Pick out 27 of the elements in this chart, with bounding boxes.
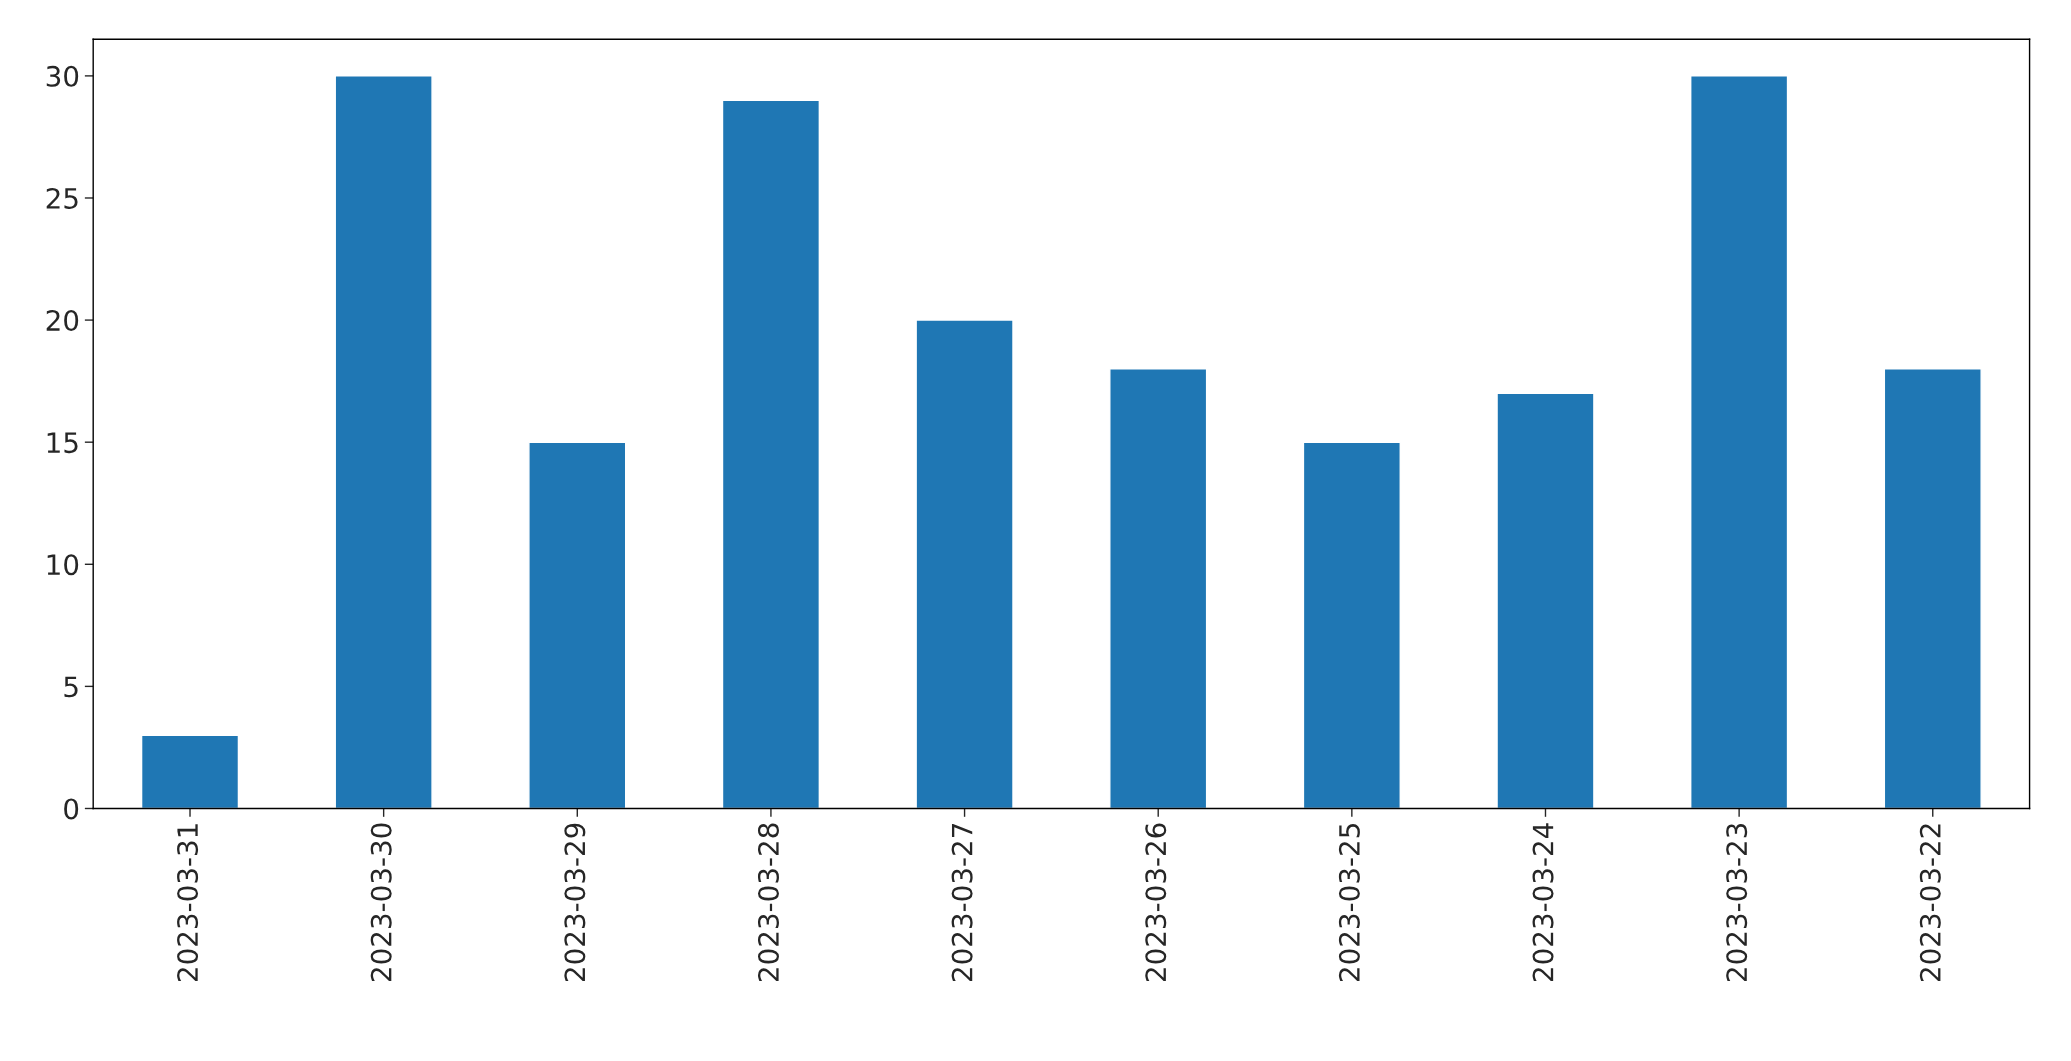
bar	[140, 734, 240, 809]
x-tick-label: 2023-03-23	[1726, 823, 1748, 982]
bar	[721, 99, 821, 809]
y-tick-label: 15	[47, 432, 78, 454]
x-tick-label: 2023-03-26	[1145, 823, 1167, 982]
x-tick-label: 2023-03-25	[1338, 824, 1360, 982]
x-tick-label: 2023-03-30	[370, 823, 392, 982]
bar	[915, 319, 1014, 809]
y-tick-label: 25	[46, 187, 78, 209]
y-tick-label: 20	[46, 310, 79, 332]
x-tick-label: 2023-03-22	[1919, 824, 1941, 982]
bar	[528, 441, 627, 809]
x-tick-label: 2023-03-28	[757, 823, 779, 982]
bar	[1109, 368, 1208, 809]
bar	[1690, 75, 1789, 809]
x-tick-label: 2023-03-27	[951, 824, 973, 982]
bar	[1496, 392, 1595, 809]
bar	[1302, 441, 1401, 809]
x-tick-label: 2023-03-24	[1532, 823, 1554, 982]
bar	[1883, 368, 1982, 809]
x-tick-label: 2023-03-29	[564, 823, 586, 982]
y-tick-label: 30	[46, 65, 79, 87]
y-tick-label: 5	[64, 676, 78, 698]
bar	[334, 75, 433, 809]
y-tick-label: 0	[64, 798, 79, 820]
x-tick-label: 2023-03-31	[177, 824, 199, 982]
y-tick-label: 10	[47, 554, 79, 576]
